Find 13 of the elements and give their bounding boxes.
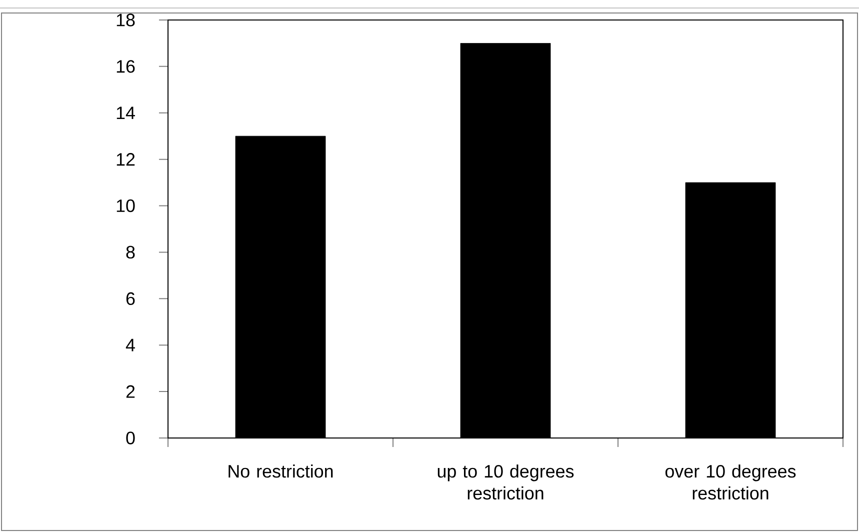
- y-tick-label: 0: [126, 432, 135, 444]
- y-tick-label: 2: [126, 385, 135, 398]
- y-tick-label: 8: [126, 246, 135, 259]
- x-tick-label: over 10 degrees restriction: [665, 464, 796, 500]
- y-tick-label: 10: [116, 199, 135, 212]
- y-tick-label: 12: [116, 153, 135, 166]
- y-tick-label: 14: [116, 106, 135, 120]
- y-tick-label: 16: [116, 60, 135, 73]
- y-tick-label: 6: [126, 292, 135, 305]
- y-tick-label: 18: [116, 14, 135, 26]
- y-tick-label: 4: [126, 338, 135, 352]
- x-tick-label: up to 10 degrees restriction: [438, 464, 574, 500]
- x-tick-label: No restriction: [228, 464, 333, 478]
